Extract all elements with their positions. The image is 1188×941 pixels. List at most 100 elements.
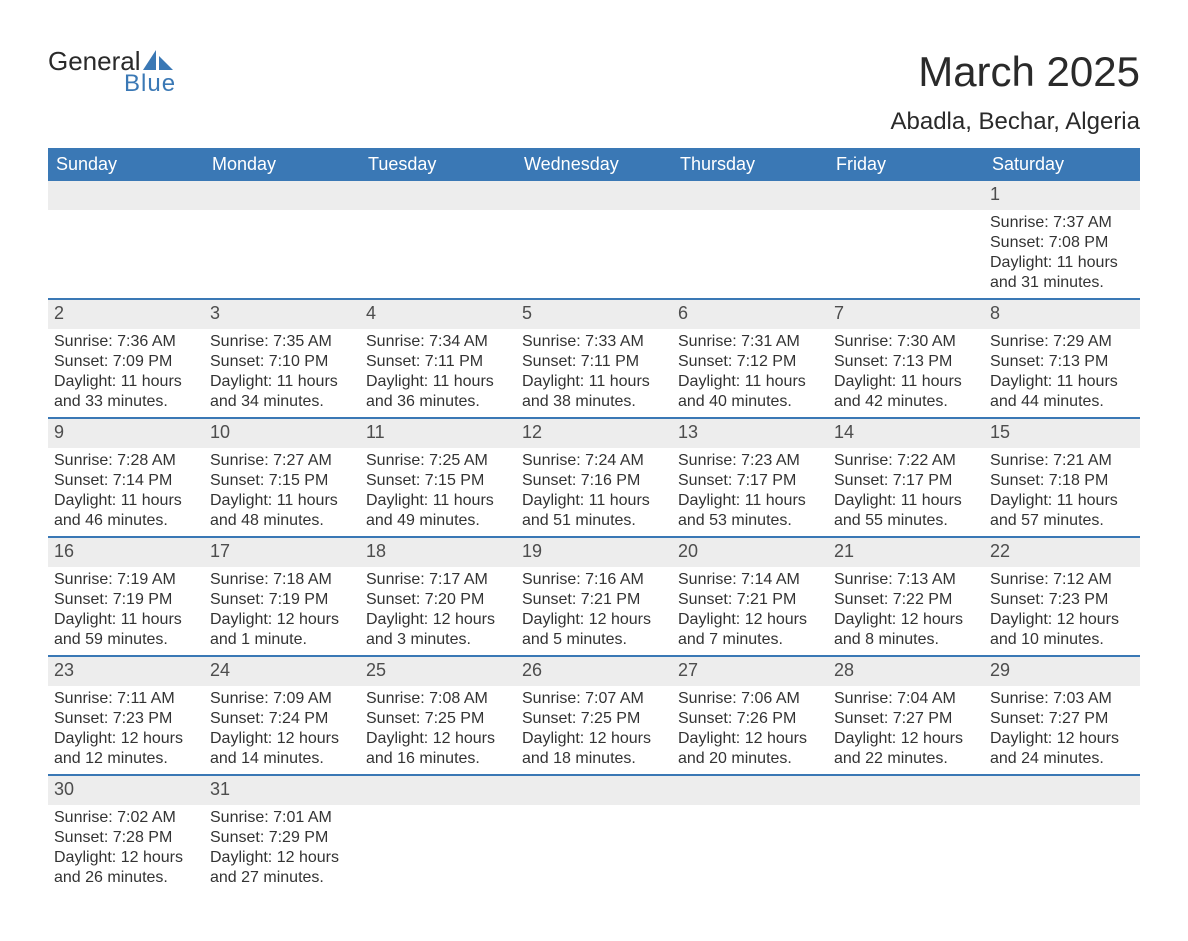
daylight-text: Daylight: 11 hours: [210, 372, 354, 392]
daylight-text: and 22 minutes.: [834, 749, 978, 769]
sunset-text: Sunset: 7:11 PM: [366, 352, 510, 372]
daylight-text: and 8 minutes.: [834, 630, 978, 650]
day-number: [828, 775, 984, 805]
daylight-text: and 3 minutes.: [366, 630, 510, 650]
day-number: 31: [204, 775, 360, 805]
calendar-table: Sunday Monday Tuesday Wednesday Thursday…: [48, 148, 1140, 893]
day-number: 15: [984, 418, 1140, 448]
day-number: [516, 775, 672, 805]
day-number: 26: [516, 656, 672, 686]
daylight-text: Daylight: 11 hours: [54, 491, 198, 511]
sunset-text: Sunset: 7:19 PM: [210, 590, 354, 610]
day-cell: [672, 210, 828, 299]
sunrise-text: Sunrise: 7:35 AM: [210, 332, 354, 352]
day-cell: [204, 210, 360, 299]
day-cell: Sunrise: 7:04 AMSunset: 7:27 PMDaylight:…: [828, 686, 984, 775]
day-number: 30: [48, 775, 204, 805]
daylight-text: and 53 minutes.: [678, 511, 822, 531]
day-cell: [516, 805, 672, 893]
calendar-body: 1Sunrise: 7:37 AMSunset: 7:08 PMDaylight…: [48, 181, 1140, 893]
day-cell: [672, 805, 828, 893]
sunrise-text: Sunrise: 7:37 AM: [990, 213, 1134, 233]
day-number: 17: [204, 537, 360, 567]
day-number: 11: [360, 418, 516, 448]
sunrise-text: Sunrise: 7:33 AM: [522, 332, 666, 352]
day-cell: Sunrise: 7:16 AMSunset: 7:21 PMDaylight:…: [516, 567, 672, 656]
day-cell: Sunrise: 7:24 AMSunset: 7:16 PMDaylight:…: [516, 448, 672, 537]
sunrise-text: Sunrise: 7:34 AM: [366, 332, 510, 352]
daylight-text: Daylight: 11 hours: [678, 491, 822, 511]
daylight-text: and 48 minutes.: [210, 511, 354, 531]
daylight-text: and 31 minutes.: [990, 273, 1134, 293]
day-header: Saturday: [984, 148, 1140, 181]
day-number: 8: [984, 299, 1140, 329]
daylight-text: and 42 minutes.: [834, 392, 978, 412]
sunrise-text: Sunrise: 7:13 AM: [834, 570, 978, 590]
day-number: 24: [204, 656, 360, 686]
sunrise-text: Sunrise: 7:01 AM: [210, 808, 354, 828]
day-cell: Sunrise: 7:37 AMSunset: 7:08 PMDaylight:…: [984, 210, 1140, 299]
location-text: Abadla, Bechar, Algeria: [890, 108, 1140, 136]
daylight-text: and 10 minutes.: [990, 630, 1134, 650]
day-header: Wednesday: [516, 148, 672, 181]
daylight-text: and 34 minutes.: [210, 392, 354, 412]
sunset-text: Sunset: 7:22 PM: [834, 590, 978, 610]
day-cell: Sunrise: 7:34 AMSunset: 7:11 PMDaylight:…: [360, 329, 516, 418]
day-cell: Sunrise: 7:35 AMSunset: 7:10 PMDaylight:…: [204, 329, 360, 418]
day-number: [204, 181, 360, 210]
day-cell: [828, 210, 984, 299]
daylight-text: and 16 minutes.: [366, 749, 510, 769]
day-number: 6: [672, 299, 828, 329]
logo-text-blue: Blue: [124, 72, 176, 96]
day-header: Tuesday: [360, 148, 516, 181]
sunset-text: Sunset: 7:24 PM: [210, 709, 354, 729]
day-cell: Sunrise: 7:33 AMSunset: 7:11 PMDaylight:…: [516, 329, 672, 418]
daylight-text: and 40 minutes.: [678, 392, 822, 412]
daynum-row: 23242526272829: [48, 656, 1140, 686]
daylight-text: Daylight: 12 hours: [522, 610, 666, 630]
day-cell: Sunrise: 7:12 AMSunset: 7:23 PMDaylight:…: [984, 567, 1140, 656]
daylight-text: Daylight: 11 hours: [522, 491, 666, 511]
day-number: 2: [48, 299, 204, 329]
daylight-text: and 27 minutes.: [210, 868, 354, 888]
daylight-text: Daylight: 11 hours: [366, 372, 510, 392]
sunset-text: Sunset: 7:12 PM: [678, 352, 822, 372]
day-cell: [516, 210, 672, 299]
sunset-text: Sunset: 7:21 PM: [678, 590, 822, 610]
day-number: [516, 181, 672, 210]
sunrise-text: Sunrise: 7:30 AM: [834, 332, 978, 352]
daylight-text: and 59 minutes.: [54, 630, 198, 650]
daylight-text: and 33 minutes.: [54, 392, 198, 412]
day-cell: Sunrise: 7:23 AMSunset: 7:17 PMDaylight:…: [672, 448, 828, 537]
day-header: Sunday: [48, 148, 204, 181]
sunrise-text: Sunrise: 7:27 AM: [210, 451, 354, 471]
daylight-text: Daylight: 12 hours: [210, 610, 354, 630]
sunset-text: Sunset: 7:13 PM: [834, 352, 978, 372]
sunrise-text: Sunrise: 7:36 AM: [54, 332, 198, 352]
day-number: 22: [984, 537, 1140, 567]
sunrise-text: Sunrise: 7:03 AM: [990, 689, 1134, 709]
month-title: March 2025: [890, 48, 1140, 96]
detail-row: Sunrise: 7:02 AMSunset: 7:28 PMDaylight:…: [48, 805, 1140, 893]
day-header: Monday: [204, 148, 360, 181]
day-cell: Sunrise: 7:06 AMSunset: 7:26 PMDaylight:…: [672, 686, 828, 775]
day-number: 28: [828, 656, 984, 686]
detail-row: Sunrise: 7:11 AMSunset: 7:23 PMDaylight:…: [48, 686, 1140, 775]
day-cell: Sunrise: 7:08 AMSunset: 7:25 PMDaylight:…: [360, 686, 516, 775]
day-cell: [360, 805, 516, 893]
daylight-text: and 20 minutes.: [678, 749, 822, 769]
daylight-text: and 51 minutes.: [522, 511, 666, 531]
header: General Blue March 2025 Abadla, Bechar, …: [48, 48, 1140, 136]
day-header: Friday: [828, 148, 984, 181]
sunrise-text: Sunrise: 7:02 AM: [54, 808, 198, 828]
sunrise-text: Sunrise: 7:08 AM: [366, 689, 510, 709]
day-cell: Sunrise: 7:18 AMSunset: 7:19 PMDaylight:…: [204, 567, 360, 656]
logo: General Blue: [48, 48, 176, 96]
daylight-text: Daylight: 12 hours: [210, 848, 354, 868]
sunset-text: Sunset: 7:23 PM: [990, 590, 1134, 610]
sunrise-text: Sunrise: 7:18 AM: [210, 570, 354, 590]
daylight-text: and 7 minutes.: [678, 630, 822, 650]
sunrise-text: Sunrise: 7:09 AM: [210, 689, 354, 709]
sunset-text: Sunset: 7:27 PM: [834, 709, 978, 729]
daylight-text: Daylight: 12 hours: [990, 729, 1134, 749]
